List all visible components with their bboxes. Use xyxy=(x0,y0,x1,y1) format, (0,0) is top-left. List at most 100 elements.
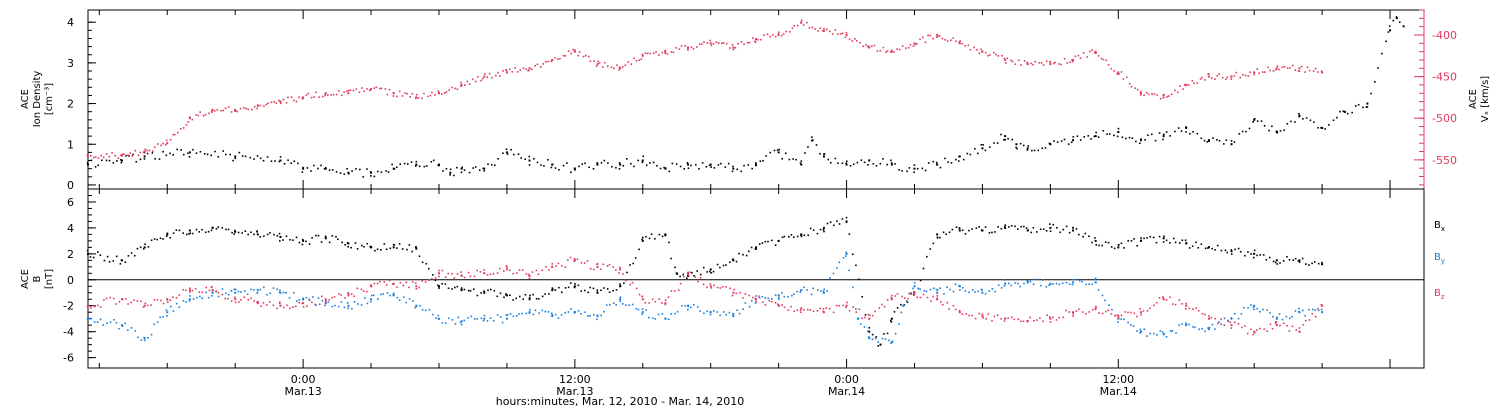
vx-dot xyxy=(1297,70,1300,72)
ion-density-dot xyxy=(1328,124,1330,126)
ion-density-dot xyxy=(1140,138,1142,140)
ion-density-dot xyxy=(478,169,481,171)
by-dot xyxy=(134,330,137,332)
by-dot xyxy=(463,319,466,322)
by-dot xyxy=(845,251,847,254)
bx-dot xyxy=(1298,261,1301,263)
by-dot xyxy=(1214,328,1216,330)
vx-dot xyxy=(380,87,383,90)
bz-dot xyxy=(1146,310,1149,312)
bz-dot xyxy=(431,278,433,280)
by-dot xyxy=(1023,282,1025,285)
bx-dot xyxy=(469,290,472,292)
by-dot xyxy=(1165,336,1168,338)
vx-dot xyxy=(692,48,695,50)
by-point xyxy=(460,320,463,323)
by-dot xyxy=(1071,283,1074,286)
vx-dot xyxy=(279,102,282,105)
bx-dot xyxy=(629,264,631,266)
vx-dot xyxy=(514,67,517,69)
bz-dot xyxy=(896,293,899,295)
by-dot xyxy=(113,318,115,321)
bottom-left-tick-label: 2 xyxy=(67,248,74,261)
bx-dot xyxy=(1088,235,1090,237)
bz-dot xyxy=(835,304,838,307)
ion-density-dot xyxy=(302,166,304,169)
bz-dot xyxy=(796,309,799,311)
by-dot xyxy=(331,305,334,308)
vx-dot xyxy=(1179,85,1181,87)
vx-dot xyxy=(967,44,970,47)
bx-dot xyxy=(875,336,878,338)
bx-dot xyxy=(1023,225,1025,228)
bx-dot xyxy=(1174,241,1177,244)
ion-density-dot xyxy=(935,161,938,164)
vx-dot xyxy=(627,61,630,63)
bx-point xyxy=(1004,226,1007,229)
bz-dot xyxy=(551,266,553,268)
by-dot xyxy=(343,306,346,309)
bz-dot xyxy=(752,296,754,299)
bx-dot xyxy=(335,235,337,238)
bz-dot xyxy=(1169,296,1171,299)
ion-density-dot xyxy=(483,170,486,172)
vx-dot xyxy=(731,44,734,46)
by-dot xyxy=(971,289,974,291)
bz-dot xyxy=(1256,329,1258,331)
ion-density-dot xyxy=(800,160,803,162)
ion-density-dot xyxy=(1317,127,1319,129)
vx-dot xyxy=(409,96,411,98)
vx-dot xyxy=(635,60,638,62)
by-dot xyxy=(1208,326,1211,329)
vx-point xyxy=(188,117,191,120)
bx-dot xyxy=(1262,254,1265,256)
ion-density-dot xyxy=(804,152,806,154)
vx-dot xyxy=(404,92,406,94)
bottom-left-tick-label: 0 xyxy=(67,274,74,287)
ion-density-dot xyxy=(283,162,286,165)
vx-dot xyxy=(831,33,834,35)
by-dot xyxy=(1075,278,1077,281)
ion-density-dot xyxy=(453,174,455,177)
vx-dot xyxy=(701,43,703,45)
by-dot xyxy=(748,305,751,308)
ion-density-point xyxy=(460,167,463,170)
by-dot xyxy=(99,318,102,321)
vx-dot xyxy=(855,39,858,42)
by-dot xyxy=(619,296,622,299)
vx-dot xyxy=(621,66,624,68)
bottom-left-tick-label: 6 xyxy=(67,196,74,209)
by-dot xyxy=(550,312,553,315)
ion-density-dot xyxy=(811,140,813,142)
bx-dot xyxy=(191,232,194,235)
vx-dot xyxy=(949,39,952,42)
bz-dot xyxy=(1039,317,1041,319)
ion-density-dot xyxy=(1135,140,1137,143)
ion-density-dot xyxy=(984,149,987,152)
vx-dot xyxy=(1069,61,1071,64)
by-dot xyxy=(496,314,499,316)
ion-density-dot xyxy=(143,158,146,160)
ion-density-dot xyxy=(494,164,496,167)
bz-dot xyxy=(721,285,724,288)
bx-dot xyxy=(1077,233,1080,236)
vx-dot xyxy=(285,102,288,104)
by-dot xyxy=(946,286,948,289)
by-dot xyxy=(172,310,175,312)
bx-dot xyxy=(1301,257,1304,260)
ion-density-dot xyxy=(574,169,576,171)
ion-density-dot xyxy=(819,152,821,155)
by-dot xyxy=(480,317,483,320)
bx-dot xyxy=(311,237,313,239)
bx-dot xyxy=(573,286,576,289)
bz-dot xyxy=(825,307,828,309)
vx-dot xyxy=(1086,56,1089,58)
bx-dot xyxy=(376,248,379,251)
vx-dot xyxy=(301,97,304,99)
vx-dot xyxy=(111,152,113,154)
vx-dot xyxy=(612,67,615,70)
vx-dot xyxy=(819,27,822,30)
bx-dot xyxy=(385,248,388,251)
vx-dot xyxy=(426,95,429,98)
bx-dot xyxy=(561,291,563,294)
